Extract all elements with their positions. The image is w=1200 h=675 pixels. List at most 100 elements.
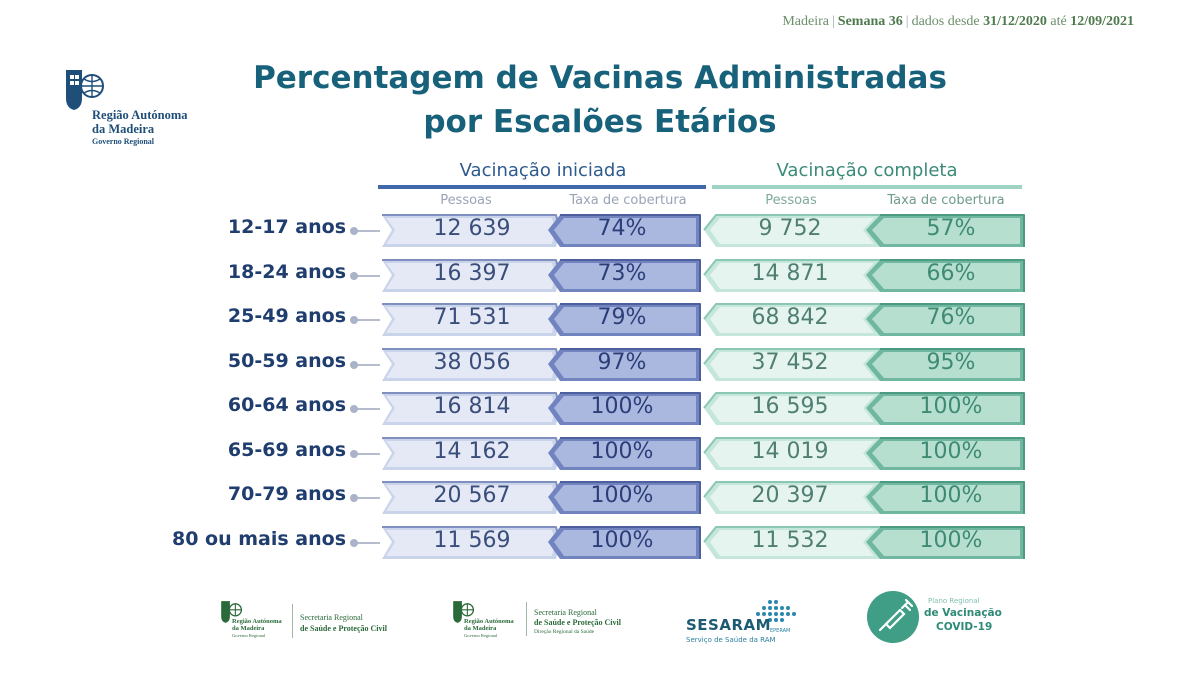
table-row: 80 ou mais anos 11 569 100% 11 532 100% (0, 525, 1200, 562)
region-emblem-icon (66, 70, 104, 110)
age-label: 80 ou mais anos (171, 527, 346, 550)
initiated-people-arrow-inner (386, 218, 555, 244)
row-dot (350, 449, 358, 458)
complete-coverage-arrow-inner (872, 396, 1020, 422)
vaccine-syringe-icon (867, 591, 919, 643)
row-dot (350, 271, 358, 280)
footer2-sec1: Secretaria Regional (534, 608, 597, 617)
footer2-line3: Governo Regional (464, 633, 498, 638)
complete-coverage-arrow-edge (880, 214, 1025, 247)
initiated-people-value: 20 567 (433, 483, 511, 508)
week-label: Semana 36 (837, 14, 903, 29)
complete-coverage-value: 95% (926, 349, 976, 375)
footer1-line3: Governo Regional (232, 633, 266, 638)
footer1-sec2: de Saúde e Proteção Civil (300, 624, 387, 633)
row-arrows (382, 525, 1025, 559)
initiated-people-value: 16 397 (433, 260, 511, 286)
table-row: 65-69 anos 14 162 100% 14 019 100% (0, 436, 1200, 473)
complete-people-arrow-inner (710, 485, 874, 511)
complete-people-value: 9 752 (758, 216, 822, 241)
row-dot (350, 316, 358, 324)
initiated-coverage-value: 100% (590, 394, 654, 419)
complete-people-value: 20 397 (751, 483, 829, 508)
initiated-coverage-value: 100% (590, 438, 654, 464)
row-connector (352, 497, 380, 499)
footer-logo-sesaram: SESARAM EPERAM Serviço de Saúde da RAM (686, 600, 826, 650)
col-initiated-people: Pessoas (440, 193, 492, 208)
complete-coverage-arrow-inner (872, 485, 1020, 511)
initiated-coverage-arrow-inner (554, 351, 696, 378)
row-arrows (382, 303, 1025, 336)
covid-line2: de Vacinação (924, 607, 1002, 619)
initiated-people-arrow-inner (386, 396, 555, 422)
row-connector (352, 230, 380, 232)
footer1-sec1: Secretaria Regional (300, 613, 363, 622)
initiated-coverage-arrow-edge (560, 258, 701, 292)
complete-coverage-arrow-edge (880, 392, 1025, 425)
complete-people-arrow-inner (710, 218, 874, 244)
initiated-coverage-arrow-edge (560, 392, 701, 425)
age-label: 25-49 anos (227, 305, 346, 327)
row-connector (352, 541, 380, 544)
initiated-people-value: 71 531 (433, 305, 511, 330)
initiated-coverage-value: 79% (597, 305, 647, 330)
sesaram-suffix: EPERAM (770, 628, 791, 634)
table-row: 25-49 anos 71 531 79% 68 842 76% (0, 302, 1200, 339)
footer2-sec3: Direção Regional da Saúde (534, 629, 595, 635)
group-initiated-underline (378, 185, 706, 189)
age-label: 18-24 anos (227, 260, 346, 283)
initiated-people-arrow-inner (386, 529, 555, 556)
col-complete-coverage: Taxa de cobertura (887, 193, 1005, 208)
table-row: 60-64 anos 16 814 100% 16 595 100% (0, 391, 1200, 428)
complete-people-value: 11 532 (751, 527, 829, 553)
complete-people-arrow-edge (703, 525, 880, 543)
initiated-people-value: 12 639 (433, 216, 511, 241)
initiated-people-arrow-inner (386, 440, 555, 467)
table-row: 70-79 anos 20 567 100% 20 397 100% (0, 480, 1200, 517)
complete-coverage-value: 57% (926, 216, 976, 241)
complete-people-arrow-edge (703, 303, 880, 320)
complete-coverage-arrow-inner (872, 307, 1020, 333)
complete-people-arrow-inner (710, 307, 874, 333)
group-initiated-title: Vacinação iniciada (459, 160, 627, 181)
complete-coverage-arrow-edge (880, 347, 1025, 381)
age-label: 65-69 anos (227, 438, 346, 461)
row-dot (350, 494, 358, 502)
complete-coverage-value: 100% (919, 527, 983, 553)
age-label: 12-17 anos (227, 216, 346, 238)
initiated-people-arrow-inner (386, 351, 555, 378)
complete-people-arrow-inner (710, 529, 874, 556)
initiated-coverage-arrow-edge (560, 214, 701, 247)
row-arrows (382, 347, 1025, 381)
initiated-coverage-arrow-edge (560, 436, 701, 470)
group-complete-underline (712, 185, 1022, 189)
row-dot (350, 538, 358, 547)
complete-people-arrow-inner (710, 262, 874, 289)
row-connector (352, 452, 380, 455)
complete-people-arrow-inner (710, 396, 874, 422)
complete-coverage-arrow-inner (872, 262, 1020, 289)
initiated-coverage-value: 100% (590, 527, 654, 553)
complete-people-arrow-edge (703, 347, 880, 365)
initiated-coverage-arrow-inner (554, 440, 696, 467)
initiated-coverage-arrow-edge (560, 347, 701, 381)
complete-coverage-arrow-inner (872, 529, 1020, 556)
initiated-coverage-arrow-edge (560, 525, 701, 559)
initiated-coverage-arrow-inner (554, 485, 696, 511)
age-label: 70-79 anos (227, 483, 346, 505)
age-label: 50-59 anos (227, 349, 346, 372)
footer1-line2: da Madeira (232, 625, 265, 632)
row-arrows (382, 436, 1025, 470)
initiated-coverage-arrow-edge (560, 303, 701, 336)
initiated-coverage-arrow-inner (554, 218, 696, 244)
complete-people-arrow-inner (710, 440, 874, 467)
logo-line3: Governo Regional (92, 137, 154, 146)
row-dot (350, 360, 358, 369)
title-line2: por Escalões Etários (423, 104, 777, 140)
complete-people-value: 14 019 (751, 438, 829, 464)
until-label: até (1050, 14, 1067, 29)
footer-logos: Região Autónoma da Madeira Governo Regio… (0, 590, 1200, 660)
logo-line1: Região Autónoma (92, 108, 188, 122)
footer1-line1: Região Autónoma (232, 618, 282, 625)
initiated-people-value: 38 056 (433, 349, 511, 375)
